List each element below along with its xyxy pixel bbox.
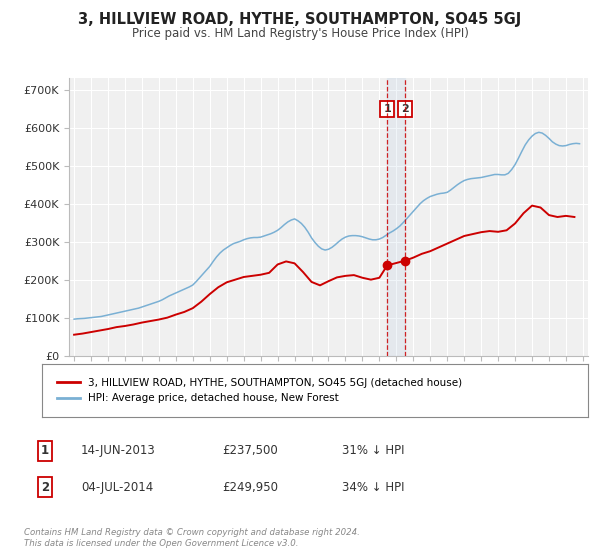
Text: Price paid vs. HM Land Registry's House Price Index (HPI): Price paid vs. HM Land Registry's House … <box>131 27 469 40</box>
Text: 31% ↓ HPI: 31% ↓ HPI <box>342 444 404 458</box>
Bar <box>387 78 405 356</box>
Legend: 3, HILLVIEW ROAD, HYTHE, SOUTHAMPTON, SO45 5GJ (detached house), HPI: Average pr: 3, HILLVIEW ROAD, HYTHE, SOUTHAMPTON, SO… <box>53 374 466 407</box>
Text: 1: 1 <box>41 444 49 458</box>
Text: 1: 1 <box>383 104 391 114</box>
Text: £237,500: £237,500 <box>222 444 278 458</box>
Text: 2: 2 <box>401 104 409 114</box>
Text: 2: 2 <box>41 480 49 494</box>
Text: Contains HM Land Registry data © Crown copyright and database right 2024.
This d: Contains HM Land Registry data © Crown c… <box>24 528 360 548</box>
Text: 14-JUN-2013: 14-JUN-2013 <box>81 444 156 458</box>
Text: 3, HILLVIEW ROAD, HYTHE, SOUTHAMPTON, SO45 5GJ: 3, HILLVIEW ROAD, HYTHE, SOUTHAMPTON, SO… <box>79 12 521 27</box>
Text: 34% ↓ HPI: 34% ↓ HPI <box>342 480 404 494</box>
Text: £249,950: £249,950 <box>222 480 278 494</box>
Text: 04-JUL-2014: 04-JUL-2014 <box>81 480 153 494</box>
